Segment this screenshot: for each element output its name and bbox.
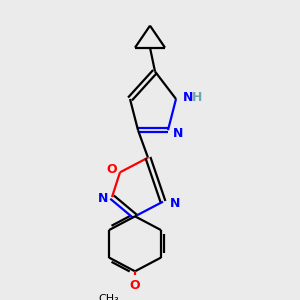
Text: O: O [130, 280, 140, 292]
Text: CH₃: CH₃ [98, 294, 119, 300]
Text: H: H [192, 91, 202, 104]
Text: N: N [173, 127, 183, 140]
Text: N: N [183, 91, 194, 104]
Text: N: N [170, 197, 180, 210]
Text: O: O [107, 163, 117, 176]
Text: N: N [98, 192, 108, 206]
